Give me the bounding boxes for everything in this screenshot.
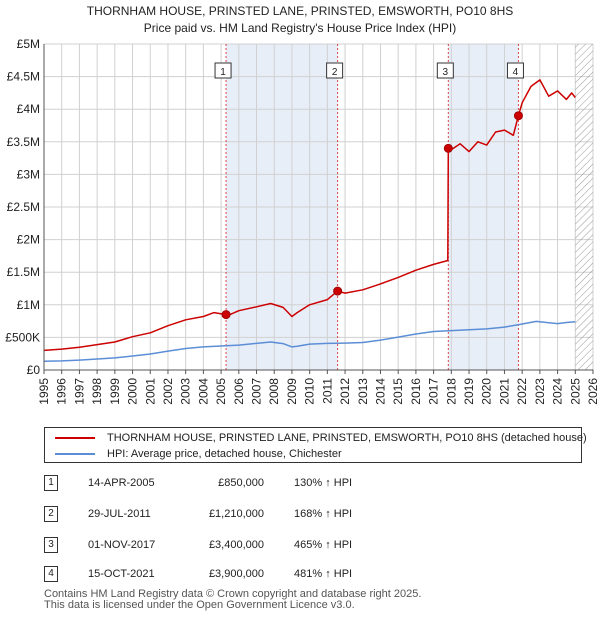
x-tick-label: 2012 xyxy=(338,378,352,405)
sale-point xyxy=(513,111,523,121)
transaction-badge: 3 xyxy=(44,537,58,553)
hpi-line xyxy=(44,320,576,362)
sale-point xyxy=(221,310,231,320)
legend-swatch-hpi xyxy=(55,453,95,455)
x-tick-label: 1998 xyxy=(90,378,104,405)
legend-label-property: THORNHAM HOUSE, PRINSTED LANE, PRINSTED,… xyxy=(107,432,587,444)
y-tick-label: £1M xyxy=(17,298,40,312)
y-tick-label: £5M xyxy=(17,37,40,51)
marker-badge xyxy=(326,62,344,79)
chart-title-line1: THORNHAM HOUSE, PRINSTED LANE, PRINSTED,… xyxy=(86,4,514,18)
transaction-price: £3,900,000 xyxy=(208,568,264,580)
y-tick-label: £3M xyxy=(17,167,40,181)
property-price-line xyxy=(44,79,576,352)
marker-badge xyxy=(436,62,454,79)
transaction-hpi: 130% ↑ HPI xyxy=(294,477,353,489)
transaction-date: 29-JUL-2011 xyxy=(88,508,151,520)
marker-badge xyxy=(214,62,232,79)
x-tick-label: 2003 xyxy=(179,378,193,405)
x-tick-label: 2014 xyxy=(373,378,387,405)
x-tick-label: 2023 xyxy=(533,378,547,405)
transaction-hpi: 168% ↑ HPI xyxy=(294,508,353,520)
y-tick-label: £1.5M xyxy=(7,265,40,279)
chart-title: THORNHAM HOUSE, PRINSTED LANE, PRINSTED,… xyxy=(0,3,600,37)
sale-point xyxy=(443,143,453,153)
x-tick-label: 2024 xyxy=(551,378,565,405)
transaction-price: £850,000 xyxy=(218,477,264,489)
y-tick-label: £4.5M xyxy=(7,70,40,84)
x-tick-label: 2000 xyxy=(126,378,140,405)
x-tick-label: 2008 xyxy=(267,378,281,405)
legend-swatch-property xyxy=(55,437,95,439)
x-tick-label: 2016 xyxy=(409,378,423,405)
legend-item-property: THORNHAM HOUSE, PRINSTED LANE, PRINSTED,… xyxy=(55,430,587,446)
x-tick-label: 2002 xyxy=(161,378,175,405)
price-chart: £0 £500K £1M £1.5M £2M £2.5M £3M £3.5M £4M £4.5M £… xyxy=(5,37,600,405)
marker-badge-label: 2 xyxy=(332,67,338,78)
y-tick-label: £4M xyxy=(17,102,40,116)
legend-label-hpi: HPI: Average price, detached house, Chic… xyxy=(107,448,342,460)
x-tick-label: 2004 xyxy=(196,378,210,405)
transaction-badge: 4 xyxy=(44,566,58,582)
marker-badge-label: 4 xyxy=(513,67,519,78)
x-tick-label: 2001 xyxy=(143,378,157,405)
sale-point xyxy=(333,286,343,296)
transaction-hpi: 465% ↑ HPI xyxy=(294,539,353,551)
transaction-hpi: 481% ↑ HPI xyxy=(294,568,353,580)
transaction-price: £3,400,000 xyxy=(208,539,264,551)
marker-badge-label: 3 xyxy=(443,67,449,78)
chart-subtitle: Price paid vs. HM Land Registry's House … xyxy=(143,21,457,35)
x-tick-label: 2007 xyxy=(250,378,264,405)
forecast-hatch xyxy=(575,44,593,370)
x-tick-label: 2005 xyxy=(214,378,228,405)
footer-licence: This data is licensed under the Open Gov… xyxy=(44,599,355,611)
transaction-badge: 2 xyxy=(44,506,58,522)
x-tick-label: 2013 xyxy=(356,378,370,405)
legend-item-hpi: HPI: Average price, detached house, Chic… xyxy=(55,446,342,462)
x-tick-label: 2020 xyxy=(480,378,494,405)
x-tick-label: 2019 xyxy=(462,378,476,405)
x-tick-label: 2018 xyxy=(444,378,458,405)
x-tick-label: 2017 xyxy=(427,378,441,405)
marker-badge-label: 1 xyxy=(220,67,226,78)
footer: Contains HM Land Registry data © Crown c… xyxy=(44,589,421,611)
transaction-price: £1,210,000 xyxy=(208,508,264,520)
transaction-date: 01-NOV-2017 xyxy=(88,539,156,551)
x-tick-label: 1995 xyxy=(37,378,51,405)
y-tick-label: £3.5M xyxy=(7,135,40,149)
marker-badge xyxy=(506,62,524,79)
x-tick-label: 1997 xyxy=(72,378,86,405)
x-tick-label: 1999 xyxy=(108,378,122,405)
x-tick-label: 2009 xyxy=(285,378,299,405)
x-tick-label: 2021 xyxy=(497,378,511,405)
y-tick-label: £500K xyxy=(5,330,40,344)
x-tick-label: 2015 xyxy=(391,378,405,405)
footer-copyright: Contains HM Land Registry data © Crown c… xyxy=(44,588,422,600)
x-tick-label: 2011 xyxy=(320,378,334,404)
y-tick-label: £0 xyxy=(27,363,41,377)
y-tick-label: £2.5M xyxy=(7,200,40,214)
transaction-badge: 1 xyxy=(44,475,58,491)
x-tick-label: 1996 xyxy=(55,378,69,405)
x-tick-label: 2026 xyxy=(586,378,600,405)
x-tick-label: 2010 xyxy=(303,378,317,405)
x-tick-label: 2022 xyxy=(515,378,529,405)
y-tick-label: £2M xyxy=(17,233,40,247)
transaction-date: 15-OCT-2021 xyxy=(88,568,155,580)
transaction-date: 14-APR-2005 xyxy=(88,477,155,489)
legend: THORNHAM HOUSE, PRINSTED LANE, PRINSTED,… xyxy=(44,427,587,463)
x-tick-label: 2006 xyxy=(232,378,246,405)
x-tick-label: 2025 xyxy=(568,378,582,405)
